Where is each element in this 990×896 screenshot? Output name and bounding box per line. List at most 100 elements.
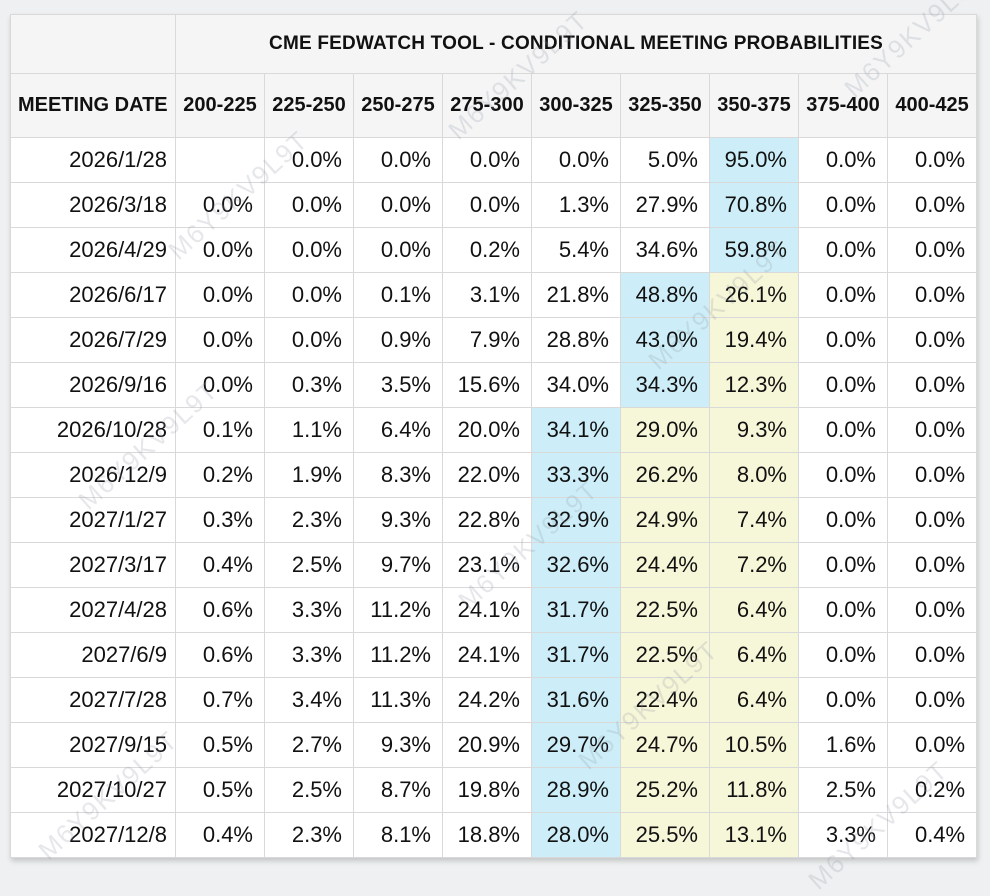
probability-cell: 0.0%: [798, 227, 888, 273]
rate-range-header: 250-275: [353, 73, 443, 138]
probability-cell: 8.1%: [353, 812, 443, 858]
probability-cell: 9.3%: [353, 722, 443, 768]
probability-cell: 34.0%: [531, 362, 621, 408]
table-row: 2026/1/28 0.0% 0.0% 0.0% 0.0% 5.0% 95.0% 0.0% 0.…: [10, 137, 978, 183]
probability-cell: 2.5%: [264, 767, 354, 813]
column-header-row: MEETING DATE 200-225 225-250 250-275 275-30…: [10, 73, 978, 138]
probability-cell: 3.5%: [353, 362, 443, 408]
meeting-date-cell: 2027/7/28: [10, 677, 176, 723]
probability-cell: 1.3%: [531, 182, 621, 228]
probability-cell: 0.3%: [175, 497, 265, 543]
probability-cell: 0.0%: [798, 542, 888, 588]
table-row: 2026/3/18 0.0% 0.0% 0.0% 0.0% 1.3% 27.9% 70.8% 0…: [10, 182, 978, 228]
probability-cell: 0.0%: [886, 677, 978, 723]
table-row: 2027/7/28 0.7% 3.4% 11.3% 24.2% 31.6% 22.4% 6.4…: [10, 677, 978, 723]
probability-cell: 22.4%: [620, 677, 710, 723]
probability-cell: 0.0%: [886, 452, 978, 498]
probability-cell: 0.0%: [886, 137, 978, 183]
probability-cell: 3.3%: [798, 812, 888, 858]
probability-cell: 0.0%: [175, 272, 265, 318]
probability-cell: 25.2%: [620, 767, 710, 813]
meeting-date-cell: 2027/6/9: [10, 632, 176, 678]
rate-range-header: 375-400: [798, 73, 888, 138]
probability-cell: 0.0%: [264, 272, 354, 318]
probability-cell: 5.4%: [531, 227, 621, 273]
table-row: 2026/10/28 0.1% 1.1% 6.4% 20.0% 34.1% 29.0% 9.3…: [10, 407, 978, 453]
probability-cell: 0.4%: [886, 812, 978, 858]
probability-cell: 0.0%: [798, 182, 888, 228]
probability-cell: 19.4%: [709, 317, 799, 363]
probability-cell: 0.0%: [798, 632, 888, 678]
probability-cell: 0.0%: [264, 227, 354, 273]
probability-cell: 5.0%: [620, 137, 710, 183]
probability-cell: 0.2%: [175, 452, 265, 498]
probability-cell: 23.1%: [442, 542, 532, 588]
probability-cell: 0.0%: [175, 182, 265, 228]
corner-cell: [10, 14, 176, 74]
table-row: 2026/12/9 0.2% 1.9% 8.3% 22.0% 33.3% 26.2% 8.0%…: [10, 452, 978, 498]
table-row: 2026/9/16 0.0% 0.3% 3.5% 15.6% 34.0% 34.3% 12.3…: [10, 362, 978, 408]
probability-cell: 48.8%: [620, 272, 710, 318]
probability-cell: 22.8%: [442, 497, 532, 543]
title-row: CME FEDWATCH TOOL - CONDITIONAL MEETING …: [10, 14, 978, 74]
meeting-date-cell: 2026/9/16: [10, 362, 176, 408]
probability-cell: 24.2%: [442, 677, 532, 723]
probability-cell: 0.0%: [798, 317, 888, 363]
probability-cell: 0.0%: [798, 407, 888, 453]
meeting-date-cell: 2027/12/8: [10, 812, 176, 858]
meeting-date-cell: 2027/3/17: [10, 542, 176, 588]
table-row: 2026/4/29 0.0% 0.0% 0.0% 0.2% 5.4% 34.6% 59.8% 0…: [10, 227, 978, 273]
probability-cell: 0.0%: [886, 317, 978, 363]
probability-cell: 25.5%: [620, 812, 710, 858]
meeting-date-cell: 2026/12/9: [10, 452, 176, 498]
probability-cell: 0.1%: [175, 407, 265, 453]
probability-cell: 31.7%: [531, 587, 621, 633]
probability-cell: 0.0%: [886, 587, 978, 633]
meeting-date-cell: 2026/6/17: [10, 272, 176, 318]
probability-cell: 1.1%: [264, 407, 354, 453]
probability-cell: 34.3%: [620, 362, 710, 408]
probability-cell: 0.9%: [353, 317, 443, 363]
probability-cell: 0.0%: [798, 497, 888, 543]
probability-cell: 0.0%: [353, 182, 443, 228]
probability-cell: 27.9%: [620, 182, 710, 228]
probability-cell: 70.8%: [709, 182, 799, 228]
probability-cell: 31.6%: [531, 677, 621, 723]
meeting-date-cell: 2026/4/29: [10, 227, 176, 273]
probability-cell: 28.9%: [531, 767, 621, 813]
probability-cell: 32.6%: [531, 542, 621, 588]
probability-cell: 0.0%: [442, 137, 532, 183]
probability-cell: 26.2%: [620, 452, 710, 498]
probability-cell: 0.4%: [175, 542, 265, 588]
probability-cell: 0.0%: [353, 137, 443, 183]
probability-cell: 29.0%: [620, 407, 710, 453]
probability-cell: 33.3%: [531, 452, 621, 498]
probability-cell: 0.7%: [175, 677, 265, 723]
probability-cell: 2.7%: [264, 722, 354, 768]
probability-cell: 0.0%: [886, 227, 978, 273]
probability-cell: 0.0%: [886, 632, 978, 678]
table-row: 2026/7/29 0.0% 0.0% 0.9% 7.9% 28.8% 43.0% 19.4%…: [10, 317, 978, 363]
probability-cell: 0.4%: [175, 812, 265, 858]
table-body: 2026/1/28 0.0% 0.0% 0.0% 0.0% 5.0% 95.0% 0.0% 0.…: [10, 137, 978, 858]
probability-cell: 21.8%: [531, 272, 621, 318]
probability-cell: 32.9%: [531, 497, 621, 543]
probability-cell: 31.7%: [531, 632, 621, 678]
probability-cell: 34.6%: [620, 227, 710, 273]
probability-cell: 0.0%: [531, 137, 621, 183]
probability-cell: 0.0%: [886, 362, 978, 408]
probability-cell: 0.0%: [886, 497, 978, 543]
meeting-date-cell: 2027/10/27: [10, 767, 176, 813]
rate-range-header: 225-250: [264, 73, 354, 138]
probability-cell: 2.3%: [264, 497, 354, 543]
probability-cell: 0.2%: [442, 227, 532, 273]
probability-cell: 1.6%: [798, 722, 888, 768]
probability-cell: 95.0%: [709, 137, 799, 183]
probability-cell: 0.0%: [798, 362, 888, 408]
probability-cell: 24.1%: [442, 632, 532, 678]
probability-cell: 6.4%: [709, 587, 799, 633]
probability-cell: 2.5%: [798, 767, 888, 813]
meeting-date-cell: 2027/4/28: [10, 587, 176, 633]
rate-range-header: 300-325: [531, 73, 621, 138]
probability-cell: 0.0%: [886, 542, 978, 588]
